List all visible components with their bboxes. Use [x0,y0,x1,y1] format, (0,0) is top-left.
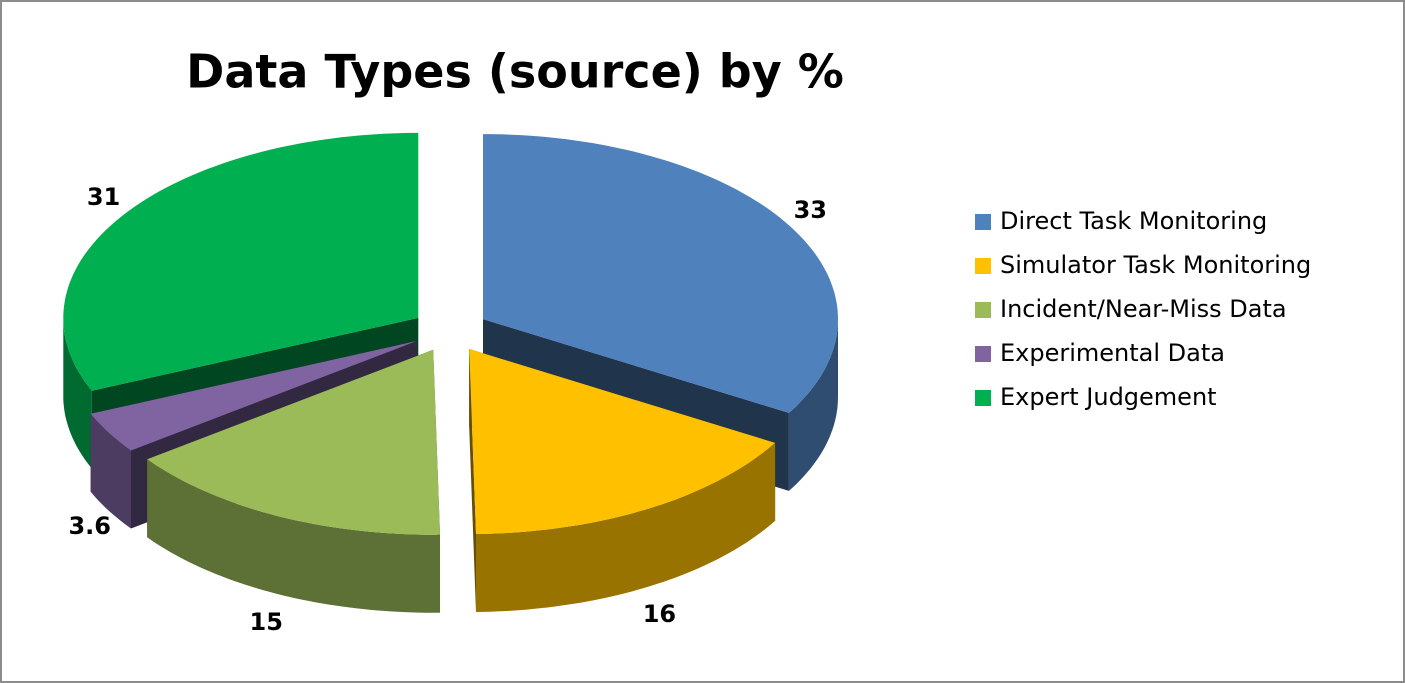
legend-swatch [975,390,991,406]
legend-label: Simulator Task Monitoring [1000,251,1311,279]
data-label: 3.6 [68,512,111,540]
data-label: 33 [794,196,827,224]
slice-side [63,317,92,469]
slice-wall [469,349,476,612]
legend-label: Incident/Near-Miss Data [1000,295,1287,323]
legend-swatch [975,214,991,230]
legend-label: Direct Task Monitoring [1000,207,1267,235]
slice [63,132,419,391]
legend-swatch [975,258,991,274]
slice-side [147,459,440,613]
legend-swatch [975,302,991,318]
legend-label: Expert Judgement [1000,383,1217,411]
data-label: 15 [250,608,283,636]
slice-side [788,319,838,491]
legend-label: Experimental Data [1000,339,1225,367]
slice [90,340,417,451]
chart-title: Data Types (source) by % [186,45,844,99]
slice-side [90,413,131,529]
slice [469,349,776,534]
slice [483,134,838,413]
data-label: 16 [643,600,676,628]
data-label: 31 [87,183,120,211]
slice-side [476,442,776,612]
slice [147,349,440,535]
legend-swatch [975,346,991,362]
